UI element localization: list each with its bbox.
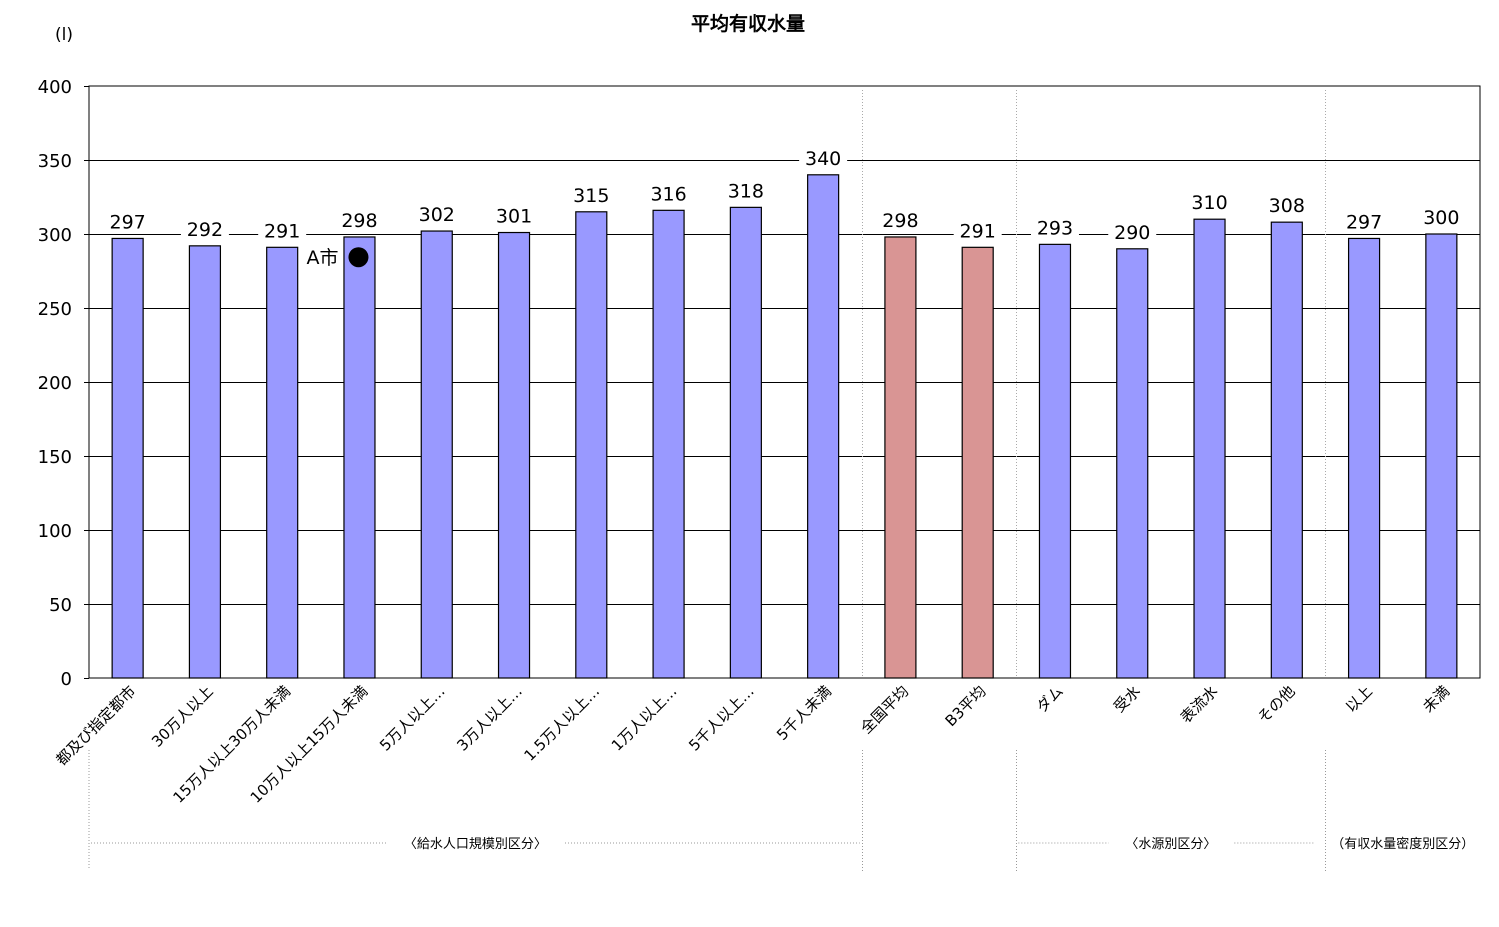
x-tick-label: その他 <box>1254 682 1299 727</box>
value-label-bg <box>1417 205 1466 229</box>
x-tick-label: 1万人以上… <box>608 682 681 755</box>
plot-frame <box>88 85 1481 679</box>
bar <box>188 245 222 679</box>
value-label: 340 <box>805 148 841 170</box>
bar <box>961 246 994 679</box>
value-label: 302 <box>419 204 455 226</box>
x-tick-label: 1.5万人以上… <box>521 682 604 765</box>
y-tick-label: 0 <box>61 669 72 690</box>
value-label: 291 <box>960 220 996 242</box>
value-label-bg <box>258 218 307 243</box>
value-label-bg <box>1262 193 1311 218</box>
x-tick-label: 5千人未満 <box>773 682 835 744</box>
bar <box>1270 221 1303 679</box>
value-label-bg <box>567 182 616 207</box>
x-tick-label: B3平均 <box>942 682 990 730</box>
x-tick-label: 3万人以上… <box>453 682 526 755</box>
group-label-bg <box>1313 833 1492 853</box>
value-label-bg <box>1108 219 1157 244</box>
value-label-bg <box>490 203 539 228</box>
value-label-bg <box>180 216 229 241</box>
x-tick-label: 30万人以上 <box>148 682 217 751</box>
bar <box>1038 243 1072 679</box>
x-tick-label: 5千人以上… <box>685 682 758 755</box>
annotation-label: A市 <box>306 247 338 269</box>
chart-title: 平均有収水量 <box>691 12 805 35</box>
bar <box>111 237 144 679</box>
y-tick-label: 400 <box>38 77 72 98</box>
value-label: 316 <box>650 183 686 205</box>
bar <box>729 206 762 679</box>
value-label: 297 <box>110 211 146 233</box>
x-tick-label: 都及び指定都市 <box>52 682 139 769</box>
value-label-bg <box>412 202 461 227</box>
value-label: 297 <box>1346 211 1382 233</box>
group-label: （有収水量密度別区分） <box>1331 836 1474 852</box>
value-label: 300 <box>1423 207 1459 229</box>
x-tick-label: ダム <box>1033 682 1067 716</box>
bar <box>1347 237 1381 679</box>
value-label-bg <box>1185 190 1234 215</box>
y-unit-label: (l) <box>55 25 73 45</box>
value-label-bg <box>1030 215 1079 240</box>
value-label-bg <box>876 207 925 232</box>
value-label: 318 <box>728 180 764 202</box>
bar <box>1116 248 1149 679</box>
annotation-marker <box>348 247 369 268</box>
bars <box>111 174 1458 679</box>
value-label: 301 <box>496 206 532 228</box>
x-tick-label: 5万人以上… <box>376 682 449 755</box>
y-tick-label: 300 <box>38 225 72 246</box>
value-label: 293 <box>1037 217 1073 239</box>
bar <box>420 230 453 679</box>
bar <box>884 236 917 679</box>
annotation-label-bg <box>298 244 343 271</box>
x-tick-label: 未満 <box>1419 682 1453 716</box>
y-tick-label: 50 <box>49 595 72 616</box>
value-labels: 297 292 291 298 302 301 315 316 318 340 298 291 293 2… <box>103 145 1466 244</box>
value-label-bg <box>799 145 848 170</box>
x-tick-label: 全国平均 <box>857 682 912 737</box>
value-label: 290 <box>1114 222 1150 244</box>
y-tick-label: 350 <box>38 151 72 172</box>
bar <box>497 231 531 679</box>
value-label: 298 <box>882 210 918 232</box>
value-label-bg <box>721 178 770 203</box>
value-label: 310 <box>1191 192 1227 214</box>
value-label: 291 <box>264 220 300 242</box>
x-tick-label: 表流水 <box>1177 682 1222 727</box>
value-label-bg <box>103 209 152 234</box>
x-tick-label: 以上 <box>1342 682 1376 716</box>
value-label-bg <box>1340 209 1389 234</box>
value-label: 292 <box>187 219 223 241</box>
x-tick-label: 受水 <box>1110 682 1144 716</box>
group-label: 〈給水人口規模別区分〉 <box>404 837 547 852</box>
group-separators: 〈給水人口規模別区分〉 〈水源別区分〉 （有収水量密度別区分） <box>88 90 1492 872</box>
bar <box>807 174 840 679</box>
annotation: A市 <box>298 244 369 271</box>
y-tick-label: 250 <box>38 299 72 320</box>
value-label: 308 <box>1269 195 1305 217</box>
bar <box>1425 233 1458 679</box>
value-label: 298 <box>341 210 377 232</box>
bar <box>266 246 299 679</box>
y-axis: 0 50 100 150 200 250 300 350 400 <box>38 77 89 690</box>
y-tick-label: 200 <box>38 373 72 394</box>
y-tick-label: 100 <box>38 521 72 542</box>
bar <box>575 211 608 679</box>
y-tick-label: 150 <box>38 447 72 468</box>
value-label-bg <box>644 181 693 206</box>
group-label: 〈水源別区分〉 <box>1125 837 1216 852</box>
bar <box>1193 218 1226 679</box>
group-label-bg <box>1108 833 1234 853</box>
bar <box>652 209 685 679</box>
gridlines <box>89 160 1480 605</box>
value-label-bg <box>953 218 1002 243</box>
bar <box>343 236 376 679</box>
group-label-bg <box>386 833 565 853</box>
value-label-bg <box>335 207 384 232</box>
value-label: 315 <box>573 185 609 207</box>
